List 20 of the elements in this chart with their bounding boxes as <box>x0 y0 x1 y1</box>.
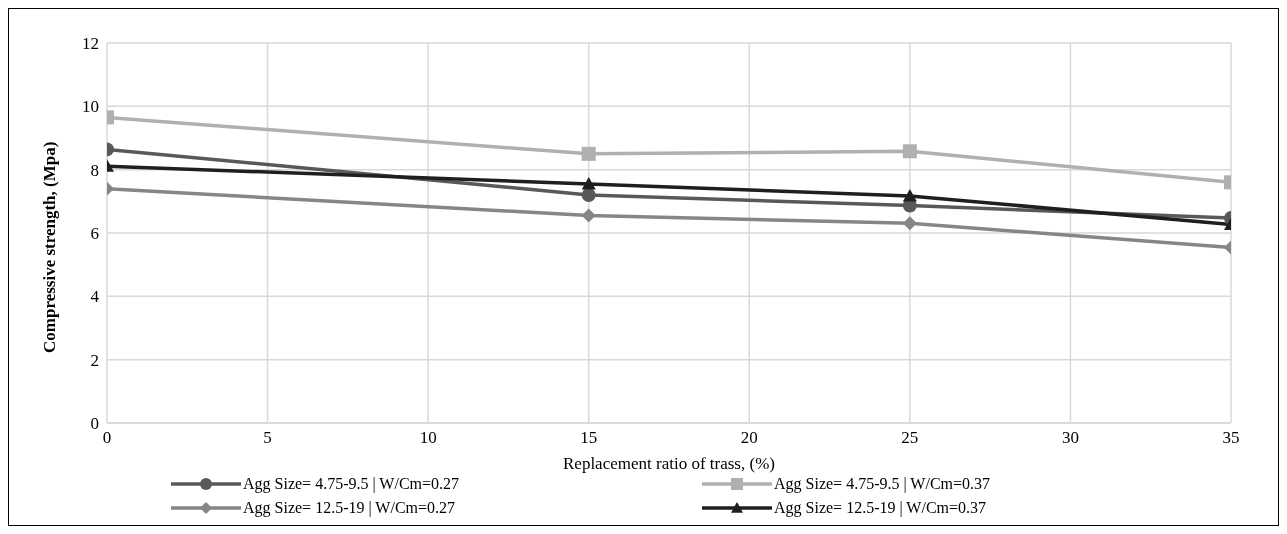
x-tick-label: 25 <box>901 428 919 448</box>
x-tick-label: 15 <box>580 428 598 448</box>
x-tick-label: 20 <box>740 428 758 448</box>
legend-label: Agg Size= 12.5-19 | W/Cm=0.37 <box>774 499 987 517</box>
legend-label: Agg Size= 4.75-9.5 | W/Cm=0.37 <box>774 475 991 493</box>
x-tick-label: 5 <box>263 428 272 448</box>
y-tick-label: 0 <box>90 414 99 434</box>
y-tick-label: 4 <box>90 287 100 307</box>
x-tick-label: 30 <box>1061 428 1079 448</box>
legend-label: Agg Size= 4.75-9.5 | W/Cm=0.27 <box>243 475 460 493</box>
y-tick-label: 10 <box>82 97 99 117</box>
y-axis-title: Compressive strength, (Mpa) <box>40 141 60 353</box>
y-tick-label: 8 <box>90 160 99 180</box>
x-tick-label: 10 <box>419 428 437 448</box>
x-axis-title: Replacement ratio of trass, (%) <box>563 454 775 473</box>
y-tick-label: 2 <box>90 350 99 370</box>
y-tick-label: 12 <box>82 34 99 54</box>
legend-label: Agg Size= 12.5-19 | W/Cm=0.27 <box>243 499 456 517</box>
x-tick-label: 35 <box>1222 428 1240 448</box>
y-tick-label: 6 <box>90 224 99 244</box>
